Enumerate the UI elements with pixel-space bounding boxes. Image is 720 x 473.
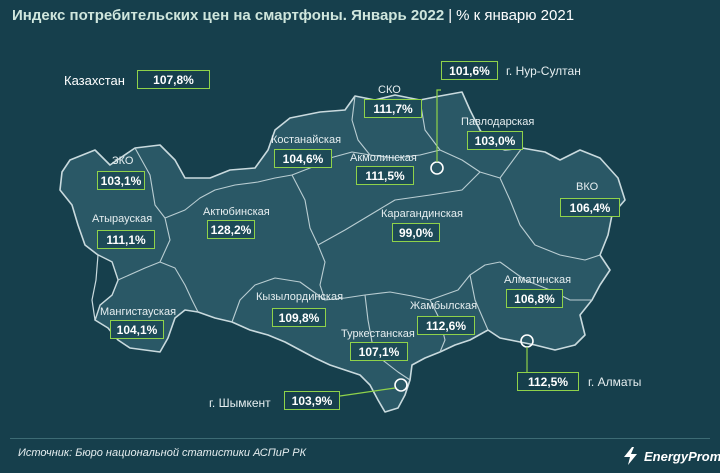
region-value-akmola: 111,5%: [356, 166, 414, 185]
region-value-pavlodar: 103,0%: [467, 131, 523, 150]
city-name-almaty: г. Алматы: [588, 375, 642, 389]
title-separator: |: [448, 7, 453, 24]
kazakhstan-outline: [59, 91, 626, 413]
region-value-karaganda: 99,0%: [392, 223, 440, 242]
nur-sultan-leader: [436, 89, 441, 162]
region-value-aktobe: 128,2%: [207, 220, 255, 239]
lightning-bolt-icon: [624, 447, 637, 465]
region-name-almaty-region: Алматинская: [504, 274, 572, 286]
region-name-atyrau: Атырауская: [92, 213, 153, 225]
region-value-atyrau: 111,1%: [97, 230, 155, 249]
region-name-mangistau: Мангистауская: [100, 306, 177, 318]
region-value-zko: 103,1%: [97, 171, 145, 190]
city-value-nur-sultan: 101,6%: [441, 61, 498, 80]
region-name-kyzylorda: Кызылординская: [256, 291, 344, 303]
energyprom-logo: EnergyProm: [622, 446, 720, 466]
region-value-mangistau: 104,1%: [110, 320, 164, 339]
region-value-turkestan: 107,1%: [350, 342, 408, 361]
region-value-zhambyl: 112,6%: [417, 316, 475, 335]
city-name-shymkent: г. Шымкент: [209, 396, 271, 410]
shymkent-marker: [394, 378, 408, 392]
region-value-almaty-region: 106,8%: [506, 289, 563, 308]
city-value-shymkent: 103,9%: [284, 391, 340, 410]
region-name-zko: ЗКО: [112, 155, 134, 167]
region-name-aktobe: Актюбинская: [203, 206, 270, 218]
title-subtitle: % к январю 2021: [456, 7, 575, 24]
logo-text: EnergyProm: [644, 448, 720, 464]
region-value-kyzylorda: 109,8%: [272, 308, 326, 327]
page-title: Индекс потребительских цен на смартфоны.…: [12, 7, 574, 24]
region-name-kostanay: Костанайская: [271, 134, 342, 146]
region-value-vko: 106,4%: [560, 198, 620, 217]
region-name-karaganda: Карагандинская: [381, 208, 463, 220]
region-name-zhambyl: Жамбылская: [410, 300, 478, 312]
region-name-vko: ВКО: [576, 181, 599, 193]
footer-divider: [10, 438, 710, 439]
shymkent-leader: [339, 387, 396, 397]
region-value-sko: 111,7%: [364, 99, 422, 118]
country-label: Казахстан: [64, 73, 125, 88]
title-main: Индекс потребительских цен на смартфоны.…: [12, 7, 445, 24]
caspian-notch: [91, 254, 119, 321]
region-borders: [117, 95, 601, 381]
region-value-kostanay: 104,6%: [274, 149, 332, 168]
city-value-almaty: 112,5%: [517, 372, 579, 391]
region-name-turkestan: Туркестанская: [341, 328, 415, 340]
region-name-sko: СКО: [378, 84, 401, 96]
region-name-akmola: Акмолинская: [350, 152, 417, 164]
city-name-nur-sultan: г. Нур-Султан: [506, 64, 581, 78]
country-value: 107,8%: [137, 70, 210, 89]
region-name-pavlodar: Павлодарская: [461, 116, 535, 128]
source-note: Источник: Бюро национальной статистики А…: [18, 447, 307, 459]
